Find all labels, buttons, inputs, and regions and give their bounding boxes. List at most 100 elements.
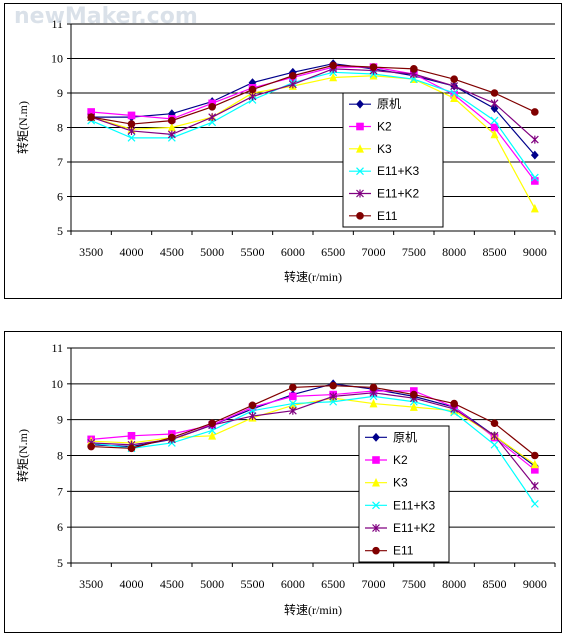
legend-marker — [372, 501, 380, 510]
legend-marker — [356, 167, 364, 176]
data-point-e11-k2 — [490, 431, 499, 440]
data-point-e11 — [127, 120, 136, 128]
data-point-e11-k2 — [288, 80, 297, 89]
x-tick-label: 7000 — [362, 245, 386, 259]
data-point-k3 — [369, 398, 378, 408]
data-point-e11-k3 — [490, 116, 499, 125]
gridlines — [67, 23, 555, 232]
legend-box — [358, 425, 450, 563]
series-line-k3 — [91, 397, 536, 465]
legend-item-e11-k2: E11+K2 — [365, 521, 435, 535]
data-point-e11 — [329, 381, 337, 390]
series-line-yuanji — [91, 383, 536, 467]
y-axis-label: 转矩(N.m) — [15, 429, 30, 482]
series-e11 — [87, 381, 539, 460]
data-point-e11 — [248, 85, 257, 94]
y-tick-label: 11 — [51, 341, 63, 355]
data-point-e11 — [289, 71, 297, 80]
data-point-e11-k3 — [530, 173, 539, 182]
data-point-k3 — [490, 129, 499, 139]
x-tick-label: 7500 — [402, 577, 426, 591]
legend-item-e11: E11 — [365, 544, 414, 558]
legend-item-yuanji: 原机 — [365, 430, 417, 444]
y-tick-label: 5 — [57, 556, 63, 570]
legend-label: K2 — [377, 120, 392, 134]
legend-item-k2: K2 — [365, 453, 408, 467]
x-tick-label: 5500 — [241, 245, 265, 259]
x-tick-label: 4500 — [160, 577, 184, 591]
series-line-e11 — [91, 64, 536, 125]
y-axis-label: 转矩(N.m) — [15, 101, 30, 154]
x-tick-label: 7000 — [362, 577, 386, 591]
data-point-e11 — [531, 108, 539, 116]
data-point-k3 — [530, 459, 539, 469]
data-point-e11-k2 — [248, 92, 257, 101]
y-tick-label: 5 — [57, 224, 63, 238]
y-tick-label: 6 — [57, 190, 63, 204]
x-tick-label: 6500 — [321, 245, 345, 259]
x-tick-label: 3500 — [79, 577, 103, 591]
chart-panel-top: 5 6 7 8 9 10 11 3500 4000 4500 5000 5500 6000 6500 700… — [4, 3, 562, 299]
legend-box — [342, 92, 444, 228]
series-k2 — [87, 387, 539, 474]
series-line-e11-k2 — [90, 68, 536, 141]
x-axis-label: 转速(r/min) — [284, 269, 342, 284]
x-tick-label: 5000 — [200, 245, 224, 259]
series-line-e11-k3 — [91, 395, 536, 505]
data-point-k2 — [127, 111, 136, 120]
data-point-e11-k2 — [208, 113, 217, 122]
data-point-yuanji — [490, 104, 499, 113]
data-point-k3 — [409, 402, 418, 411]
x-tick-label: 5500 — [241, 577, 265, 591]
data-point-k3 — [530, 203, 539, 213]
data-point-e11 — [208, 419, 216, 428]
y-tick-label: 10 — [51, 377, 63, 391]
data-point-e11 — [450, 75, 458, 83]
legend-item-k2: K2 — [349, 120, 392, 134]
data-point-e11 — [369, 383, 378, 392]
series-line-k2 — [91, 66, 536, 182]
y-tick-label: 8 — [57, 449, 63, 463]
legend-label: 原机 — [393, 430, 417, 444]
series-k3 — [87, 393, 539, 469]
data-point-e11-k3 — [288, 399, 297, 408]
x-tick-label: 5000 — [200, 577, 224, 591]
data-point-e11 — [248, 401, 257, 410]
x-tick-label: 6000 — [281, 245, 305, 259]
legend-label: E11+K2 — [393, 521, 435, 535]
data-point-e11 — [490, 89, 499, 97]
data-point-e11 — [410, 390, 418, 399]
data-point-yuanji — [530, 150, 539, 160]
data-point-e11-k2 — [329, 392, 338, 401]
legend-label: E11 — [393, 544, 414, 558]
legend-item-yuanji: 原机 — [349, 97, 401, 111]
x-tick-label: 9000 — [523, 577, 547, 591]
data-point-e11 — [490, 419, 499, 428]
y-tick-label: 7 — [57, 155, 63, 169]
data-point-k2 — [127, 431, 136, 440]
legend-marker — [372, 477, 380, 487]
y-tick-label: 8 — [57, 121, 63, 135]
x-tick-label: 4000 — [120, 577, 144, 591]
x-tick-label: 6000 — [281, 577, 305, 591]
data-point-e11 — [369, 63, 378, 71]
x-axis-label: 转速(r/min) — [284, 602, 342, 617]
series-line-k3 — [90, 75, 536, 209]
legend-item-e11: E11 — [349, 209, 398, 223]
data-point-e11-k2 — [530, 135, 539, 144]
torque-chart-bottom: 5 6 7 8 9 10 11 3500 4000 4500 5000 5500 6000 6500 700… — [15, 341, 556, 617]
series-line-e11-k2 — [91, 392, 536, 487]
legend-marker — [372, 456, 380, 464]
data-point-k3 — [450, 93, 459, 102]
legend-marker — [356, 99, 364, 109]
data-point-e11 — [329, 61, 337, 70]
x-tick-label: 8000 — [442, 245, 466, 259]
data-point-e11-k2 — [167, 130, 176, 139]
legend-marker — [356, 122, 364, 131]
legend-label: E11+K3 — [393, 498, 435, 512]
series-line-yuanji — [91, 63, 536, 156]
legend-marker — [372, 546, 380, 555]
legend-label: K3 — [393, 476, 408, 490]
data-point-e11-k2 — [490, 99, 499, 108]
legend-label: E11+K2 — [377, 187, 419, 201]
